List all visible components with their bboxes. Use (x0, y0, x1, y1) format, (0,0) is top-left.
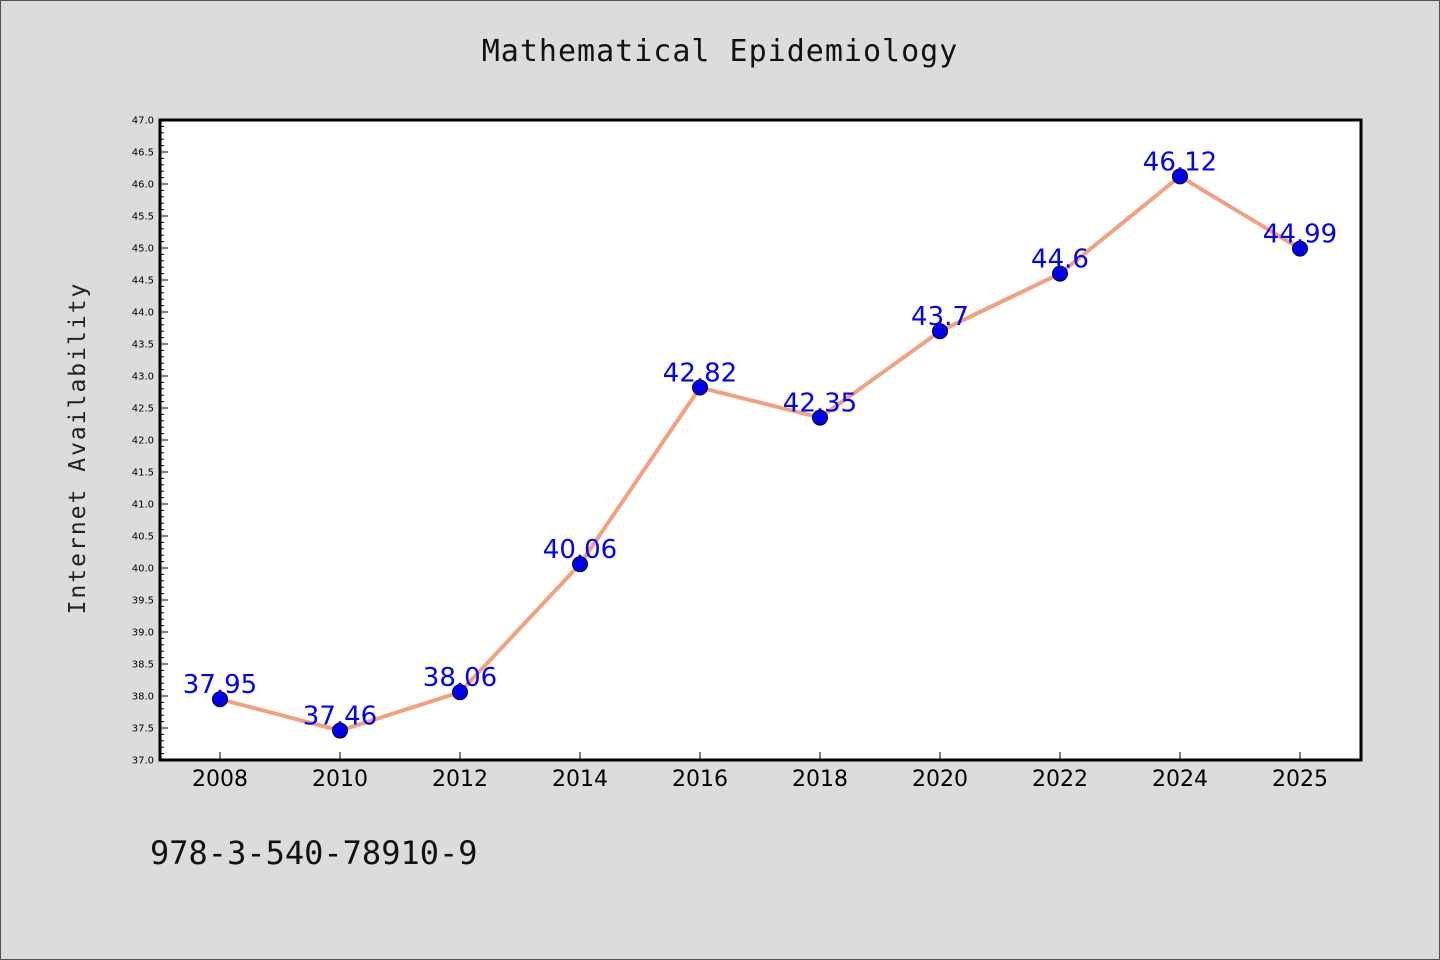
y-tick-label: 38.5 (132, 660, 154, 671)
y-tick-label: 44.5 (132, 276, 154, 287)
data-point-marker (932, 323, 948, 340)
y-tick-label: 37.0 (132, 756, 154, 767)
y-tick-label: 41.0 (132, 500, 154, 511)
data-point-marker (1052, 265, 1068, 282)
y-tick-label: 39.5 (132, 596, 154, 607)
y-tick-label: 45.0 (132, 244, 154, 255)
data-point-marker (692, 379, 708, 396)
y-tick-label: 39.0 (132, 628, 154, 639)
footer-isbn-text: 978-3-540-78910-9 (150, 834, 478, 872)
y-tick-label: 40.0 (132, 564, 154, 575)
x-tick-label: 2024 (1152, 767, 1208, 792)
plot-area (160, 120, 1361, 760)
data-label: 40.06 (543, 535, 617, 565)
data-label: 37.46 (303, 702, 377, 732)
x-tick-label: 2014 (552, 767, 608, 792)
data-point-marker (812, 409, 828, 426)
plot-border (158, 118, 1363, 762)
data-label: 38.06 (423, 663, 497, 693)
x-tick-label: 2012 (432, 767, 488, 792)
y-tick-label: 44.0 (132, 308, 154, 319)
y-tick-label: 42.5 (132, 404, 154, 415)
x-tick-label: 2020 (912, 767, 968, 792)
data-point-marker (332, 722, 348, 739)
data-point-marker (452, 684, 468, 701)
data-point-marker (1292, 240, 1308, 257)
x-tick-label: 2018 (792, 767, 848, 792)
data-point-marker (572, 556, 588, 573)
y-tick-label: 38.0 (132, 692, 154, 703)
y-tick-label: 45.5 (132, 212, 154, 223)
x-tick-label: 2008 (192, 767, 248, 792)
series-line (218, 174, 1302, 733)
y-tick-label: 41.5 (132, 468, 154, 479)
data-label: 42.35 (783, 389, 857, 419)
y-tick-label: 37.5 (132, 724, 154, 735)
y-tick-label: 42.0 (132, 436, 154, 447)
y-tick-label: 43.5 (132, 340, 154, 351)
data-label: 46.12 (1143, 147, 1217, 177)
y-tick-label: 47.0 (132, 116, 154, 127)
y-tick-label: 46.5 (132, 148, 154, 159)
data-label: 44.99 (1263, 220, 1337, 250)
y-tick-label: 40.5 (132, 532, 154, 543)
chart-title: Mathematical Epidemiology (481, 34, 959, 69)
y-tick-label: 43.0 (132, 372, 154, 383)
y-tick-label: 46.0 (132, 180, 154, 191)
data-label: 43.7 (911, 302, 969, 332)
x-tick-label: 2022 (1032, 767, 1088, 792)
data-point-marker (1172, 168, 1188, 185)
data-label: 37.95 (183, 670, 257, 700)
data-point-marker (212, 691, 228, 708)
x-tick-label: 2016 (672, 767, 728, 792)
data-label: 44.6 (1031, 245, 1089, 275)
x-tick-label: 2025 (1272, 767, 1328, 792)
x-tick-label: 2010 (312, 767, 368, 792)
data-label: 42.82 (663, 359, 737, 389)
